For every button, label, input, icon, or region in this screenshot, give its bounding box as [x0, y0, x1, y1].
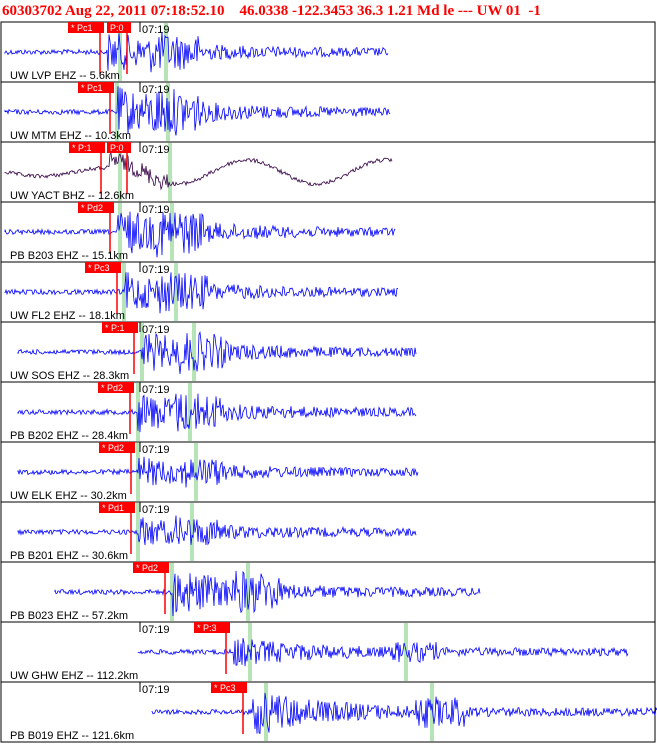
- event-longitude: -122.3453: [292, 3, 354, 19]
- phase-marker: [174, 263, 178, 321]
- station-label: UW SOS EHZ -- 28.3km: [10, 370, 129, 382]
- pick-label: * Pd2: [136, 563, 158, 573]
- waveform-trace: [4, 32, 389, 73]
- pick-flag[interactable]: [99, 502, 135, 513]
- phase-marker: [136, 383, 140, 441]
- pick-label: P:0: [110, 23, 124, 33]
- station-label: PB B203 EHZ -- 15.1km: [10, 250, 128, 262]
- pick-label: * P:1: [105, 323, 125, 333]
- phase-marker: [166, 83, 170, 141]
- phase-marker: [264, 683, 268, 741]
- time-label: 07:19: [142, 384, 170, 396]
- trace-panel: [0, 681, 656, 743]
- pick-flag[interactable]: [78, 82, 114, 93]
- time-label: 07:19: [142, 264, 170, 276]
- event-header: 60303702 Aug 22, 2011 07:18:52.10 46.033…: [2, 1, 657, 21]
- magnitude-type: Md: [417, 3, 440, 19]
- phase-marker: [164, 23, 168, 81]
- pick-flag[interactable]: [85, 262, 121, 273]
- phase-marker: [118, 143, 122, 201]
- event-latitude: 46.0338: [239, 3, 289, 19]
- time-label: 07:19: [142, 324, 170, 336]
- pick-flag[interactable]: [98, 382, 134, 393]
- pick-label: * Pd1: [102, 503, 124, 513]
- pick-label: * Pd2: [81, 203, 103, 213]
- phase-marker: [118, 203, 122, 261]
- phase-marker: [140, 323, 144, 381]
- pick-flag[interactable]: [107, 22, 131, 33]
- waveform-trace: [17, 456, 419, 488]
- time-label: 07:19: [142, 504, 170, 516]
- waveform-trace: [17, 393, 417, 433]
- pick-flag[interactable]: [69, 142, 105, 153]
- time-label: 07:19: [142, 144, 170, 156]
- event-version: 01: [505, 3, 521, 19]
- waveform-trace: [4, 272, 399, 314]
- phase-marker: [188, 383, 192, 441]
- time-label: 07:19: [142, 24, 170, 36]
- station-label: PB B201 EHZ -- 30.6km: [10, 550, 128, 562]
- phase-marker: [168, 143, 172, 201]
- station-label: UW MTM EHZ -- 10.3km: [10, 130, 131, 142]
- pick-label: * Pc3: [214, 683, 236, 693]
- phase-marker: [190, 503, 194, 561]
- waveform-trace: [4, 152, 393, 191]
- phase-marker: [118, 23, 122, 81]
- waveform-trace: [4, 211, 396, 258]
- pick-flag[interactable]: [107, 142, 131, 153]
- pick-label: * Pd2: [102, 443, 124, 453]
- pick-label: * Pc1: [71, 23, 93, 33]
- pick-label: * P:1: [72, 143, 92, 153]
- event-datetime: Aug 22, 2011 07:18:52.10: [64, 3, 225, 19]
- station-label: PB B023 EHZ -- 57.2km: [10, 610, 128, 622]
- pick-label: * P:3: [197, 623, 217, 633]
- pick-flag[interactable]: [68, 22, 104, 33]
- phase-marker: [194, 443, 198, 501]
- pick-flag[interactable]: [99, 442, 135, 453]
- time-label: 07:19: [142, 624, 170, 636]
- waveform-trace: [137, 638, 629, 667]
- event-network: UW: [476, 3, 503, 19]
- event-type: le: [443, 3, 455, 19]
- station-label: PB B019 EHZ -- 121.6km: [10, 730, 134, 742]
- pick-label: P:0: [110, 143, 124, 153]
- pick-flag[interactable]: [133, 562, 169, 573]
- time-label: 07:19: [142, 684, 170, 696]
- time-label: 07:19: [142, 204, 170, 216]
- phase-marker: [136, 503, 140, 561]
- waveform-trace: [4, 86, 391, 136]
- station-label: UW YACT BHZ -- 12.6km: [10, 190, 134, 202]
- pick-label: * Pc1: [81, 83, 103, 93]
- event-depth: 36.3: [357, 3, 384, 19]
- pick-flag[interactable]: [194, 622, 230, 633]
- time-label: 07:19: [142, 84, 170, 96]
- header-separator: ---: [457, 3, 473, 19]
- phase-marker: [246, 563, 250, 621]
- station-label: UW ELK EHZ -- 30.2km: [10, 490, 127, 502]
- waveform-trace: [151, 692, 657, 735]
- station-label: UW GHW EHZ -- 112.2km: [10, 670, 138, 682]
- waveform-trace: [17, 515, 417, 546]
- phase-marker: [192, 323, 196, 381]
- time-label: 07:19: [142, 444, 170, 456]
- pick-label: * Pd2: [101, 383, 123, 393]
- event-magnitude: 1.21: [387, 3, 414, 19]
- pick-flag[interactable]: [102, 322, 138, 333]
- station-label: PB B202 EHZ -- 28.4km: [10, 430, 128, 442]
- waveform-trace: [17, 330, 417, 375]
- event-flag: -1: [528, 3, 541, 19]
- phase-marker: [170, 203, 174, 261]
- phase-marker: [170, 563, 174, 621]
- pick-label: * Pc3: [88, 263, 110, 273]
- event-id: 60303702: [2, 3, 62, 19]
- station-label: UW LVP EHZ -- 5.6km: [10, 70, 120, 82]
- phase-marker: [430, 683, 434, 741]
- pick-flag[interactable]: [211, 682, 247, 693]
- waveform-trace: [54, 570, 481, 617]
- pick-flag[interactable]: [78, 202, 114, 213]
- station-label: UW FL2 EHZ -- 18.1km: [10, 310, 125, 322]
